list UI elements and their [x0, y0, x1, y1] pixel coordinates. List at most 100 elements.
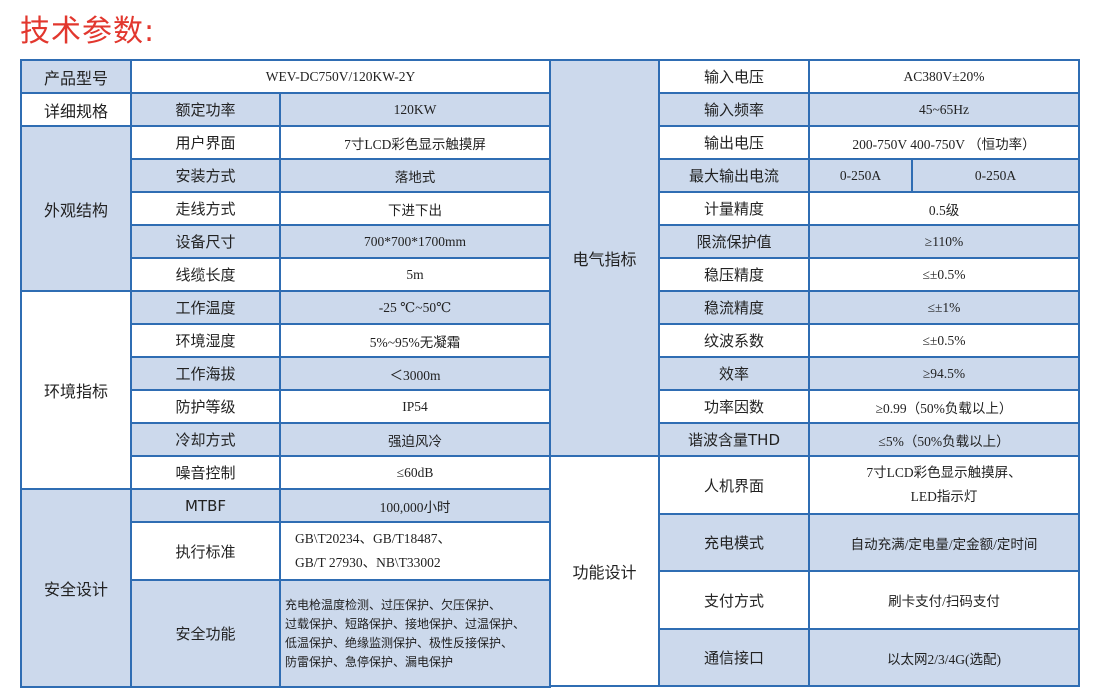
spec-label: 稳流精度	[658, 290, 810, 325]
value-line: 过载保护、短路保护、接地保护、过温保护、	[285, 616, 526, 631]
value-line: 充电枪温度检测、过压保护、欠压保护、	[285, 597, 502, 612]
spec-label: 安装方式	[130, 158, 281, 193]
spec-label: 人机界面	[658, 455, 810, 515]
split-values: 0-250A 0-250A	[810, 160, 1078, 191]
group-label: 电气指标	[549, 59, 660, 457]
table-row: 电气指标 输入电压 AC380V±20%	[549, 59, 1080, 457]
spec-value: ＜3000m	[279, 356, 551, 391]
spec-label: 走线方式	[130, 191, 281, 226]
spec-label: 输入电压	[658, 59, 810, 94]
table-row: 设备尺寸 700*700*1700mm	[21, 224, 551, 259]
page-title: 技术参数:	[20, 14, 156, 49]
spec-label: 计量精度	[658, 191, 810, 226]
spec-value: 落地式	[279, 158, 551, 193]
spec-label: 用户界面	[130, 125, 281, 160]
spec-table-left: 产品型号 WEV-DC750V/120KW-2Y 详细规格 额定功率 120KW 外观结构…	[20, 59, 551, 688]
table-row: 限流保护值 ≥110%	[550, 224, 1080, 259]
spec-value: ≥110%	[808, 224, 1080, 259]
value-line: 防雷保护、急停保护、漏电保护	[285, 654, 454, 669]
table-row: 谐波含量THD ≤5%（50%负载以上）	[550, 422, 1080, 457]
table-row: 安全功能 充电枪温度检测、过压保护、欠压保护、过载保护、短路保护、接地保护、过温保…	[21, 579, 551, 688]
table-row: 功能设计 人机界面 7寸LCD彩色显示触摸屏、 LED指示灯	[549, 455, 1080, 687]
spec-label: 纹波系数	[658, 323, 810, 358]
spec-value: AC380V±20%	[808, 59, 1080, 94]
table-row: 安装方式 落地式	[21, 158, 551, 193]
spec-label: 工作海拔	[130, 356, 281, 391]
table-row: 稳流精度 ≤±1%	[550, 290, 1080, 325]
value-line: LED指示灯	[910, 489, 978, 504]
table-row: 支付方式 刷卡支付/扫码支付	[550, 570, 1080, 630]
spec-value: -25 ℃~50℃	[279, 290, 551, 325]
table-row: 通信接口 以太网2/3/4G(选配)	[550, 628, 1080, 687]
spec-value: 7寸LCD彩色显示触摸屏、 LED指示灯	[808, 455, 1080, 515]
spec-value: 45~65Hz	[808, 92, 1080, 127]
spec-label: 设备尺寸	[130, 224, 281, 259]
table-row: 纹波系数 ≤±0.5%	[550, 323, 1080, 358]
table-row: 详细规格 额定功率 120KW	[20, 92, 551, 127]
spec-value: 0-250A	[974, 167, 1017, 183]
spec-label: 输入频率	[658, 92, 810, 127]
spec-value: ≤±1%	[808, 290, 1080, 325]
table-row: 计量精度 0.5级	[550, 191, 1080, 226]
spec-value: ≤60dB	[279, 455, 551, 490]
table-row: 噪音控制 ≤60dB	[21, 455, 551, 490]
spec-label: 最大输出电流	[658, 158, 810, 193]
table-row: 安全设计 MTBF 100,000小时	[20, 488, 551, 688]
product-model-value: WEV-DC750V/120KW-2Y	[130, 59, 551, 94]
table-row: 最大输出电流 0-250A 0-250A	[550, 158, 1080, 193]
group-label: 功能设计	[549, 455, 660, 687]
spec-value: 以太网2/3/4G(选配)	[808, 628, 1080, 687]
spec-value: 120KW	[279, 92, 551, 127]
value-line: 7寸LCD彩色显示触摸屏、	[866, 465, 1022, 480]
table-row: 冷却方式 强迫风冷	[21, 422, 551, 457]
spec-label: 限流保护值	[658, 224, 810, 259]
group-label: 详细规格	[20, 92, 132, 127]
spec-label: 执行标准	[130, 521, 281, 581]
spec-value: ≥0.99（50%负载以上）	[808, 389, 1080, 424]
spec-value: 强迫风冷	[279, 422, 551, 457]
group-label: 外观结构	[20, 125, 132, 292]
spec-value: 0.5级	[808, 191, 1080, 226]
table-row: 充电模式 自动充满/定电量/定金额/定时间	[550, 513, 1080, 572]
spec-label: 效率	[658, 356, 810, 391]
table-row: 产品型号 WEV-DC750V/120KW-2Y	[20, 59, 551, 94]
spec-label: 稳压精度	[658, 257, 810, 292]
spec-label: 环境湿度	[130, 323, 281, 358]
table-row: 防护等级 IP54	[21, 389, 551, 424]
spec-label: 防护等级	[130, 389, 281, 424]
spec-label: 线缆长度	[130, 257, 281, 292]
spec-value: 200-750V 400-750V （恒功率）	[808, 125, 1080, 160]
value-line: GB/T 27930、NB\T33002	[295, 555, 441, 570]
table-row: 环境指标 工作温度 -25 ℃~50℃	[20, 290, 551, 490]
table-row: 工作海拔 ＜3000m	[21, 356, 551, 391]
spec-table-right: 电气指标 输入电压 AC380V±20% 输入频率 45~65Hz 输出电压 200-750…	[549, 59, 1080, 687]
spec-value: 自动充满/定电量/定金额/定时间	[808, 513, 1080, 572]
spec-label: 支付方式	[658, 570, 810, 630]
spec-value: 5m	[279, 257, 551, 292]
spec-label: MTBF	[130, 488, 281, 523]
spec-value: GB\T20234、GB/T18487、 GB/T 27930、NB\T33002	[279, 521, 551, 581]
spec-value: 0-250A	[810, 160, 913, 191]
spec-value: IP54	[279, 389, 551, 424]
spec-value: ≤5%（50%负载以上）	[808, 422, 1080, 457]
table-row: 线缆长度 5m	[21, 257, 551, 292]
table-row: 输入频率 45~65Hz	[550, 92, 1080, 127]
spec-value: 5%~95%无凝霜	[279, 323, 551, 358]
spec-label: 工作温度	[130, 290, 281, 325]
spec-value: 100,000小时	[279, 488, 551, 523]
table-row: 外观结构 用户界面 7寸LCD彩色显示触摸屏	[20, 125, 551, 292]
spec-label: 通信接口	[658, 628, 810, 687]
group-label: 环境指标	[20, 290, 132, 490]
value-line: 低温保护、绝缘监测保护、极性反接保护、	[285, 635, 514, 650]
value-line: GB\T20234、GB/T18487、	[295, 531, 452, 546]
spec-label: 输出电压	[658, 125, 810, 160]
spec-label: 噪音控制	[130, 455, 281, 490]
spec-label: 安全功能	[130, 579, 281, 688]
spec-label: 充电模式	[658, 513, 810, 572]
spec-label: 谐波含量THD	[658, 422, 810, 457]
product-model-label: 产品型号	[20, 59, 132, 94]
spec-value: 7寸LCD彩色显示触摸屏	[279, 125, 551, 160]
group-label: 安全设计	[20, 488, 132, 688]
spec-value: ≥94.5%	[808, 356, 1080, 391]
table-row: 走线方式 下进下出	[21, 191, 551, 226]
